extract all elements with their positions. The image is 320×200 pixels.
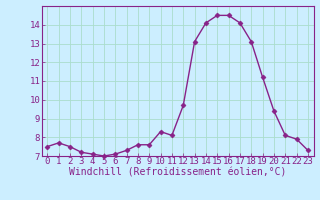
X-axis label: Windchill (Refroidissement éolien,°C): Windchill (Refroidissement éolien,°C) — [69, 168, 286, 178]
